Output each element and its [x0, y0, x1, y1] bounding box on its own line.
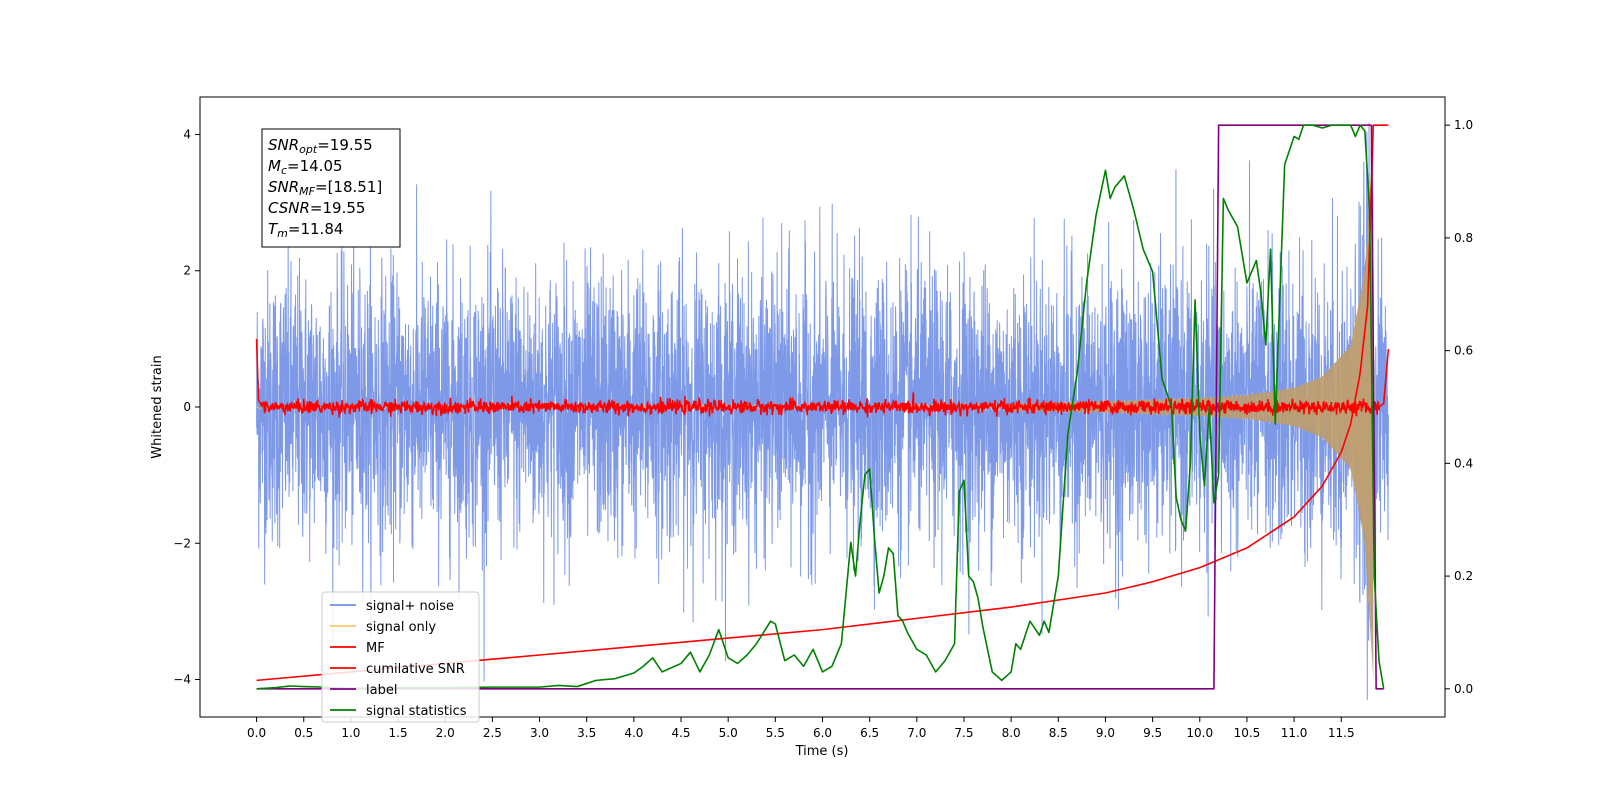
x-tick-label: 1.0	[341, 726, 360, 740]
legend-label: label	[366, 683, 397, 698]
x-tick-label: 10.0	[1186, 726, 1213, 740]
y-axis-label: Whitened strain	[150, 355, 165, 458]
x-tick-label: 6.5	[860, 726, 879, 740]
x-tick-label: 0.0	[247, 726, 266, 740]
y-tick-label: 2	[183, 264, 191, 278]
annotation-frame	[261, 128, 401, 248]
x-tick-label: 3.0	[530, 726, 549, 740]
legend-frame	[321, 591, 480, 723]
x-tick-label: 6.0	[813, 726, 832, 740]
annotation-line: Tm=11.84	[268, 220, 343, 240]
legend-label: MF	[366, 641, 385, 656]
x-tick-label: 8.0	[1002, 726, 1021, 740]
series-layer	[255, 122, 1390, 700]
annotation-line: Mc=14.05	[268, 157, 343, 177]
y-tick-label: 4	[183, 127, 191, 141]
series-label	[256, 124, 1384, 690]
x-tick-label: 8.5	[1049, 726, 1068, 740]
x-axis-label: Time (s)	[795, 744, 849, 759]
y-axis-right: 0.0 0.2 0.4 0.6 0.8 1.0	[1445, 118, 1473, 696]
series-signal-statistics	[256, 124, 1385, 690]
y2-tick-label: 0.8	[1454, 231, 1473, 245]
x-tick-label: 3.5	[577, 726, 596, 740]
y-tick-label: −2	[173, 536, 191, 550]
y-tick-label: −4	[173, 673, 191, 687]
x-tick-label: 2.5	[483, 726, 502, 740]
x-tick-label: 11.5	[1328, 726, 1355, 740]
x-tick-label: 10.5	[1234, 726, 1261, 740]
legend-label: signal statistics	[366, 704, 467, 719]
x-tick-label: 4.5	[671, 726, 690, 740]
x-tick-label: 11.0	[1281, 726, 1308, 740]
y2-tick-label: 0.6	[1454, 344, 1473, 358]
series-mf	[255, 338, 1390, 418]
x-tick-label: 5.0	[719, 726, 738, 740]
x-tick-label: 0.5	[294, 726, 313, 740]
series-cumulative-snr	[256, 124, 1389, 682]
annotation-line: CSNR=19.55	[268, 199, 365, 217]
x-tick-label: 5.5	[766, 726, 785, 740]
x-axis: 0.0 0.5 1.0 1.5 2.0 2.5 3.0 3.5 4.0 4.5 5.0 5.5 6.0 6…	[247, 717, 1355, 740]
x-tick-label: 2.0	[436, 726, 455, 740]
y-tick-label: 0	[183, 400, 191, 414]
y2-tick-label: 0.4	[1454, 456, 1473, 470]
x-tick-label: 4.0	[624, 726, 643, 740]
legend-label: signal only	[366, 620, 436, 635]
y-axis-left: −4 −2 0 2 4	[173, 127, 200, 687]
legend-label: cumilative SNR	[366, 662, 465, 677]
y2-tick-label: 1.0	[1454, 118, 1473, 132]
annotation-line: SNRopt=19.55	[268, 136, 373, 156]
y2-tick-label: 0.2	[1454, 569, 1473, 583]
series-signal-noise	[256, 122, 1389, 700]
annotation-line: SNRMF=[18.51]	[268, 178, 382, 198]
legend: signal+ noise signal only MF cumilative SNR…	[321, 591, 480, 723]
x-tick-label: 9.0	[1096, 726, 1115, 740]
x-tick-label: 7.0	[907, 726, 926, 740]
legend-label: signal+ noise	[366, 599, 454, 614]
x-tick-label: 7.5	[954, 726, 973, 740]
y2-tick-label: 0.0	[1454, 682, 1473, 696]
x-tick-label: 9.5	[1143, 726, 1162, 740]
x-tick-label: 1.5	[389, 726, 408, 740]
stats-annotation-box: SNRopt=19.55Mc=14.05SNRMF=[18.51]CSNR=19…	[261, 128, 401, 248]
